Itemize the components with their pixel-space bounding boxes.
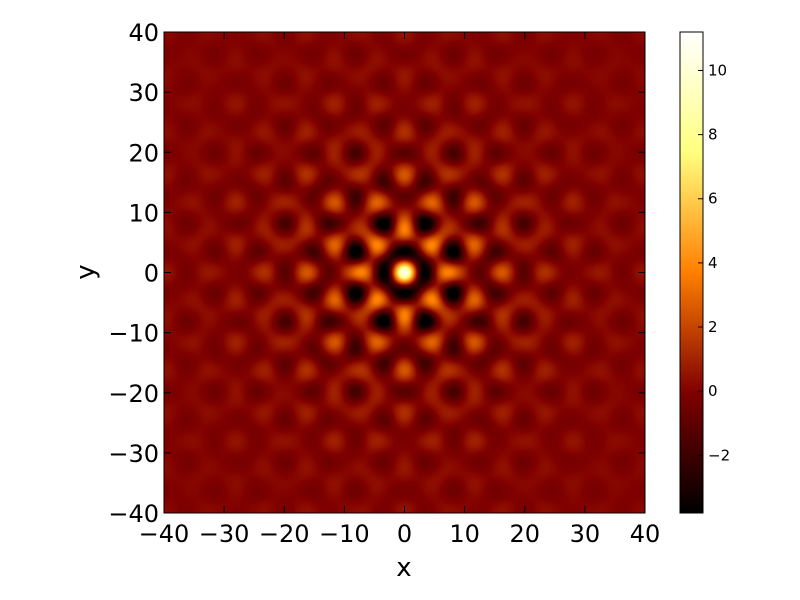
y-tick-label: −10: [108, 320, 159, 348]
colorbar-tick-label: 4: [708, 254, 718, 272]
x-tick-label: 40: [630, 520, 661, 548]
y-tick-label: 0: [144, 260, 159, 288]
y-tick-label: −20: [108, 380, 159, 408]
y-tick-label: 30: [128, 79, 159, 107]
colorbar-frame: [679, 31, 704, 514]
x-tick-label: −10: [319, 520, 370, 548]
heatmap-image: [164, 32, 645, 513]
colorbar-tick-label: 6: [708, 190, 718, 208]
y-tick-label: −40: [108, 500, 159, 528]
x-tick-label: 30: [570, 520, 601, 548]
x-ticks: −40 −30 −20 −10 0 10 20 30 40: [139, 32, 661, 548]
colorbar-tick-label: 0: [708, 382, 718, 400]
x-tick-label: −20: [259, 520, 310, 548]
x-tick-label: 20: [509, 520, 540, 548]
y-tick-label: 40: [128, 19, 159, 47]
y-tick-label: 10: [128, 199, 159, 227]
x-tick-label: −30: [199, 520, 250, 548]
x-axis-label: x: [396, 553, 411, 583]
y-tick-label: −30: [108, 440, 159, 468]
y-axis-label: y: [71, 264, 101, 279]
x-tick-label: 0: [397, 520, 412, 548]
y-tick-label: 20: [128, 139, 159, 167]
colorbar-tick-label: 2: [708, 318, 718, 336]
x-tick-label: −40: [139, 520, 190, 548]
plot-frame: [163, 31, 646, 514]
colorbar-tick-label: 10: [708, 61, 727, 79]
x-tick-label: 10: [449, 520, 480, 548]
colorbar-gradient: [680, 32, 703, 513]
colorbar-tick-label: 8: [708, 126, 718, 144]
y-ticks: −40 −30 −20 −10 0 10 20 30 40: [108, 19, 645, 528]
colorbar-tick-label: −2: [708, 446, 730, 464]
colorbar-ticks: −2 0 2 4 6 8 10: [698, 61, 730, 464]
